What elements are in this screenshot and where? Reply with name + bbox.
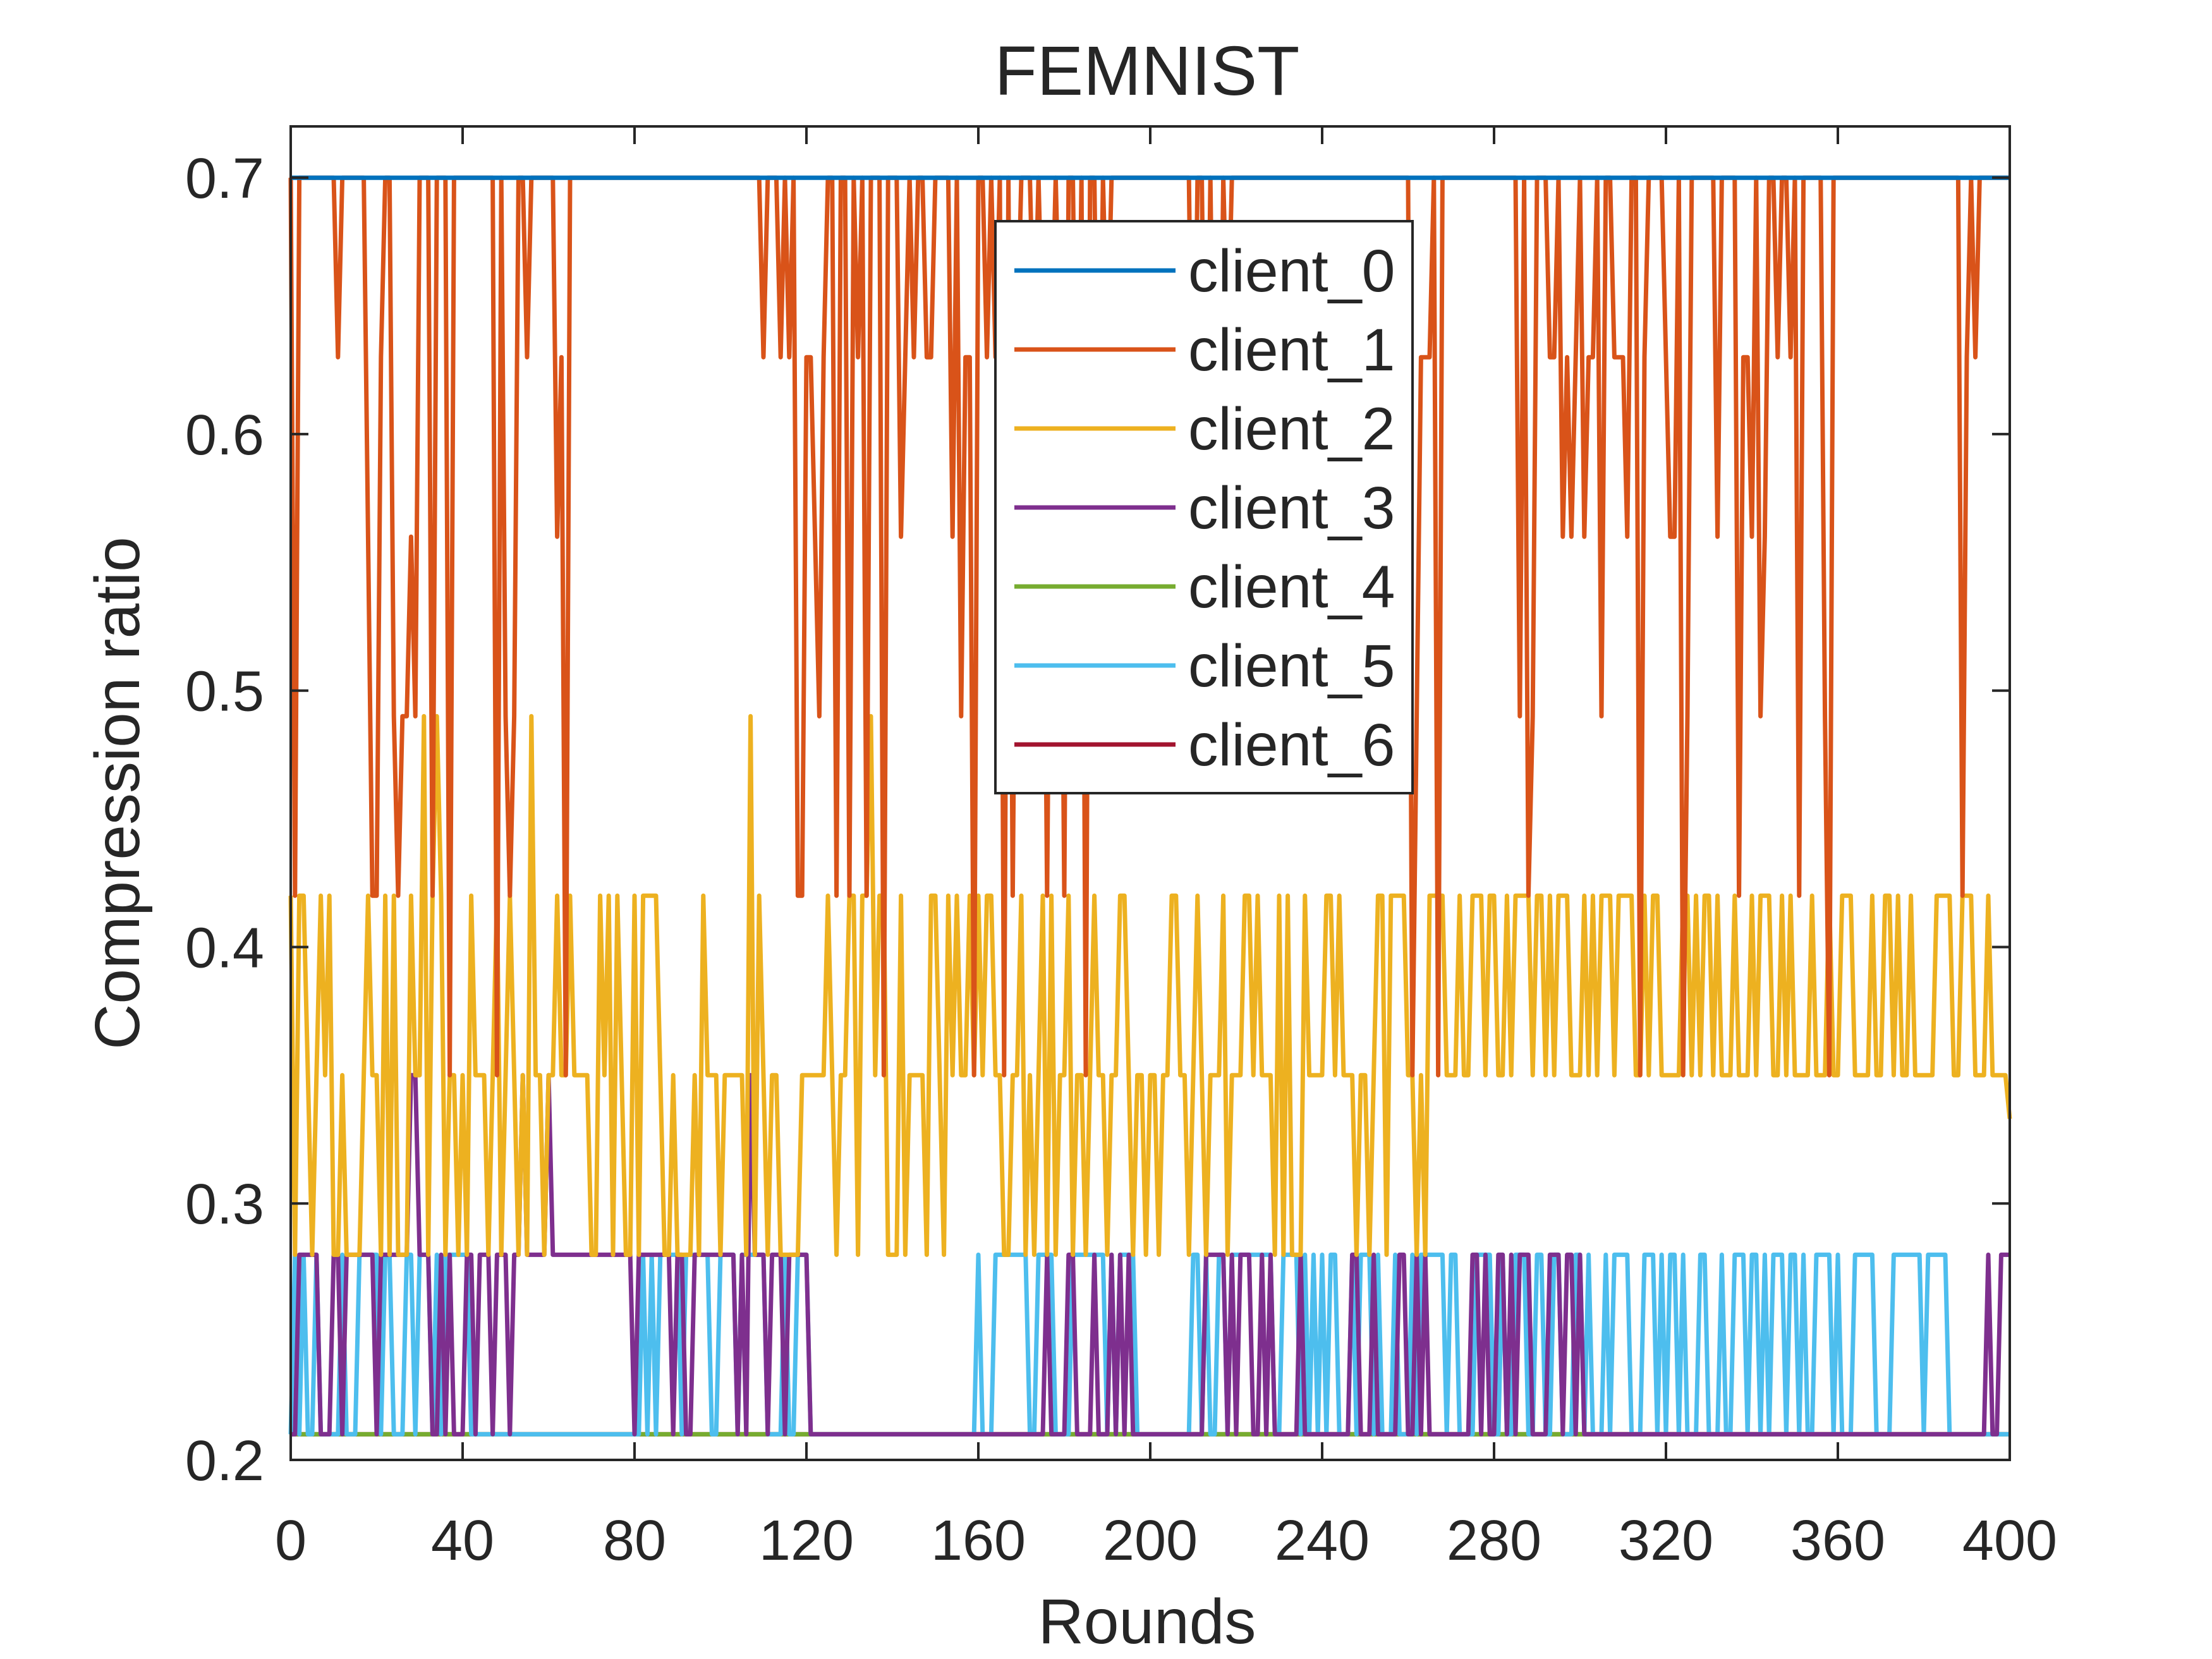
x-tick-label: 280 (1447, 1509, 1541, 1572)
legend-label-client-1: client_1 (1188, 317, 1395, 384)
y-axis-label: Compression ratio (82, 537, 153, 1049)
y-ticks: 0.2 0.3 0.4 0.5 0.6 0.7 (185, 147, 2010, 1493)
y-tick-label: 0.7 (185, 147, 264, 210)
series-line-client-3 (291, 1073, 2010, 1437)
x-tick-label: 400 (1962, 1509, 2057, 1572)
legend-label-client-3: client_3 (1188, 475, 1395, 542)
x-tick-label: 360 (1790, 1509, 1885, 1572)
x-tick-label: 0 (275, 1509, 307, 1572)
legend-label-client-2: client_2 (1188, 396, 1395, 463)
y-tick-label: 0.3 (185, 1173, 264, 1236)
legend-label-client-6: client_6 (1188, 712, 1395, 779)
legend-items: client_0 client_1 client_2 client_3 client_4… (1014, 238, 1395, 779)
y-tick-label: 0.6 (185, 404, 264, 467)
series-layer (288, 175, 2012, 1437)
series-line-client-2 (288, 714, 2012, 1257)
legend-label-client-4: client_4 (1188, 554, 1395, 621)
legend: client_0 client_1 client_2 client_3 client_4… (994, 220, 1414, 794)
x-tick-label: 240 (1275, 1509, 1370, 1572)
x-tick-label: 200 (1103, 1509, 1198, 1572)
legend-label-client-0: client_0 (1188, 238, 1395, 305)
x-axis-label: Rounds (1038, 1586, 1256, 1657)
x-tick-label: 120 (759, 1509, 854, 1572)
y-tick-label: 0.5 (185, 660, 264, 724)
x-tick-label: 320 (1619, 1509, 1713, 1572)
x-tick-label: 80 (603, 1509, 666, 1572)
x-ticks: 0 40 80 120 160 200 240 280 320 360 400 (275, 126, 2057, 1572)
legend-label-client-5: client_5 (1188, 633, 1395, 700)
y-tick-label: 0.2 (185, 1430, 264, 1493)
y-tick-label: 0.4 (185, 916, 264, 980)
x-tick-label: 160 (931, 1509, 1026, 1572)
legend-box (994, 220, 1414, 794)
chart-title: FEMNIST (995, 32, 1300, 110)
x-tick-label: 40 (431, 1509, 494, 1572)
